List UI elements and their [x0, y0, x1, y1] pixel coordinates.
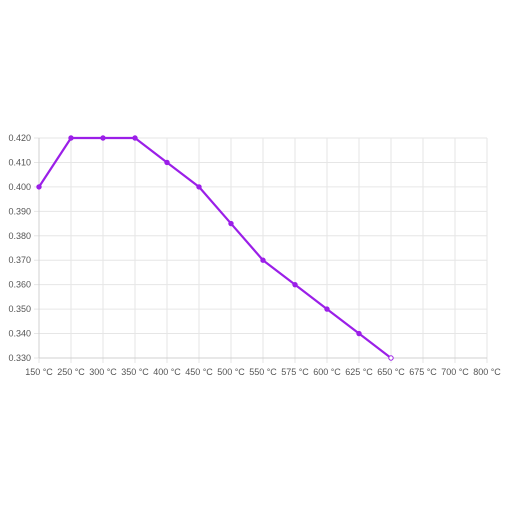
- series-line: [38, 136, 392, 359]
- x-tick-label: 250 °C: [57, 367, 85, 377]
- x-tick-label: 675 °C: [409, 367, 437, 377]
- y-axis-ticks: 0.330 0.340 0.350 0.360 0.370 0.380 0.390 0.400…: [8, 133, 31, 363]
- y-tick-label: 0.340: [8, 329, 31, 339]
- data-point[interactable]: [132, 135, 138, 141]
- data-point[interactable]: [292, 281, 298, 288]
- grid-lines: [34, 137, 488, 363]
- x-tick-label: 350 °C: [121, 367, 149, 377]
- x-tick-label: 575 °C: [281, 367, 309, 377]
- x-tick-label: 150 °C: [25, 367, 53, 377]
- x-tick-label: 400 °C: [153, 367, 181, 377]
- x-tick-label: 700 °C: [441, 367, 469, 377]
- y-tick-label: 0.410: [8, 157, 31, 167]
- x-axis-ticks: 150 °C 250 °C 300 °C 350 °C 400 °C 450 °C 500 …: [25, 367, 501, 377]
- x-tick-label: 650 °C: [377, 367, 405, 377]
- data-point[interactable]: [36, 184, 42, 190]
- y-tick-label: 0.330: [8, 353, 31, 363]
- y-tick-label: 0.400: [8, 182, 31, 192]
- x-tick-label: 500 °C: [217, 367, 245, 377]
- x-tick-label: 550 °C: [249, 367, 277, 377]
- x-tick-label: 800 °C: [473, 367, 501, 377]
- data-point[interactable]: [228, 220, 234, 227]
- y-tick-label: 0.380: [8, 231, 31, 241]
- data-point[interactable]: [68, 135, 74, 141]
- y-tick-label: 0.390: [8, 206, 31, 216]
- axes: [38, 138, 487, 359]
- data-point[interactable]: [260, 257, 266, 263]
- data-point[interactable]: [356, 330, 362, 337]
- x-tick-label: 300 °C: [89, 367, 117, 377]
- x-tick-label: 625 °C: [345, 367, 373, 377]
- y-tick-label: 0.350: [8, 304, 31, 314]
- data-point[interactable]: [196, 184, 202, 190]
- x-tick-label: 600 °C: [313, 367, 341, 377]
- series-group: [36, 135, 394, 361]
- data-point[interactable]: [100, 135, 106, 141]
- data-point[interactable]: [164, 159, 170, 166]
- data-point[interactable]: [388, 355, 394, 361]
- data-point[interactable]: [324, 306, 330, 312]
- y-tick-label: 0.420: [8, 133, 31, 143]
- x-tick-label: 450 °C: [185, 367, 213, 377]
- y-tick-label: 0.360: [8, 280, 31, 290]
- y-tick-label: 0.370: [8, 255, 31, 265]
